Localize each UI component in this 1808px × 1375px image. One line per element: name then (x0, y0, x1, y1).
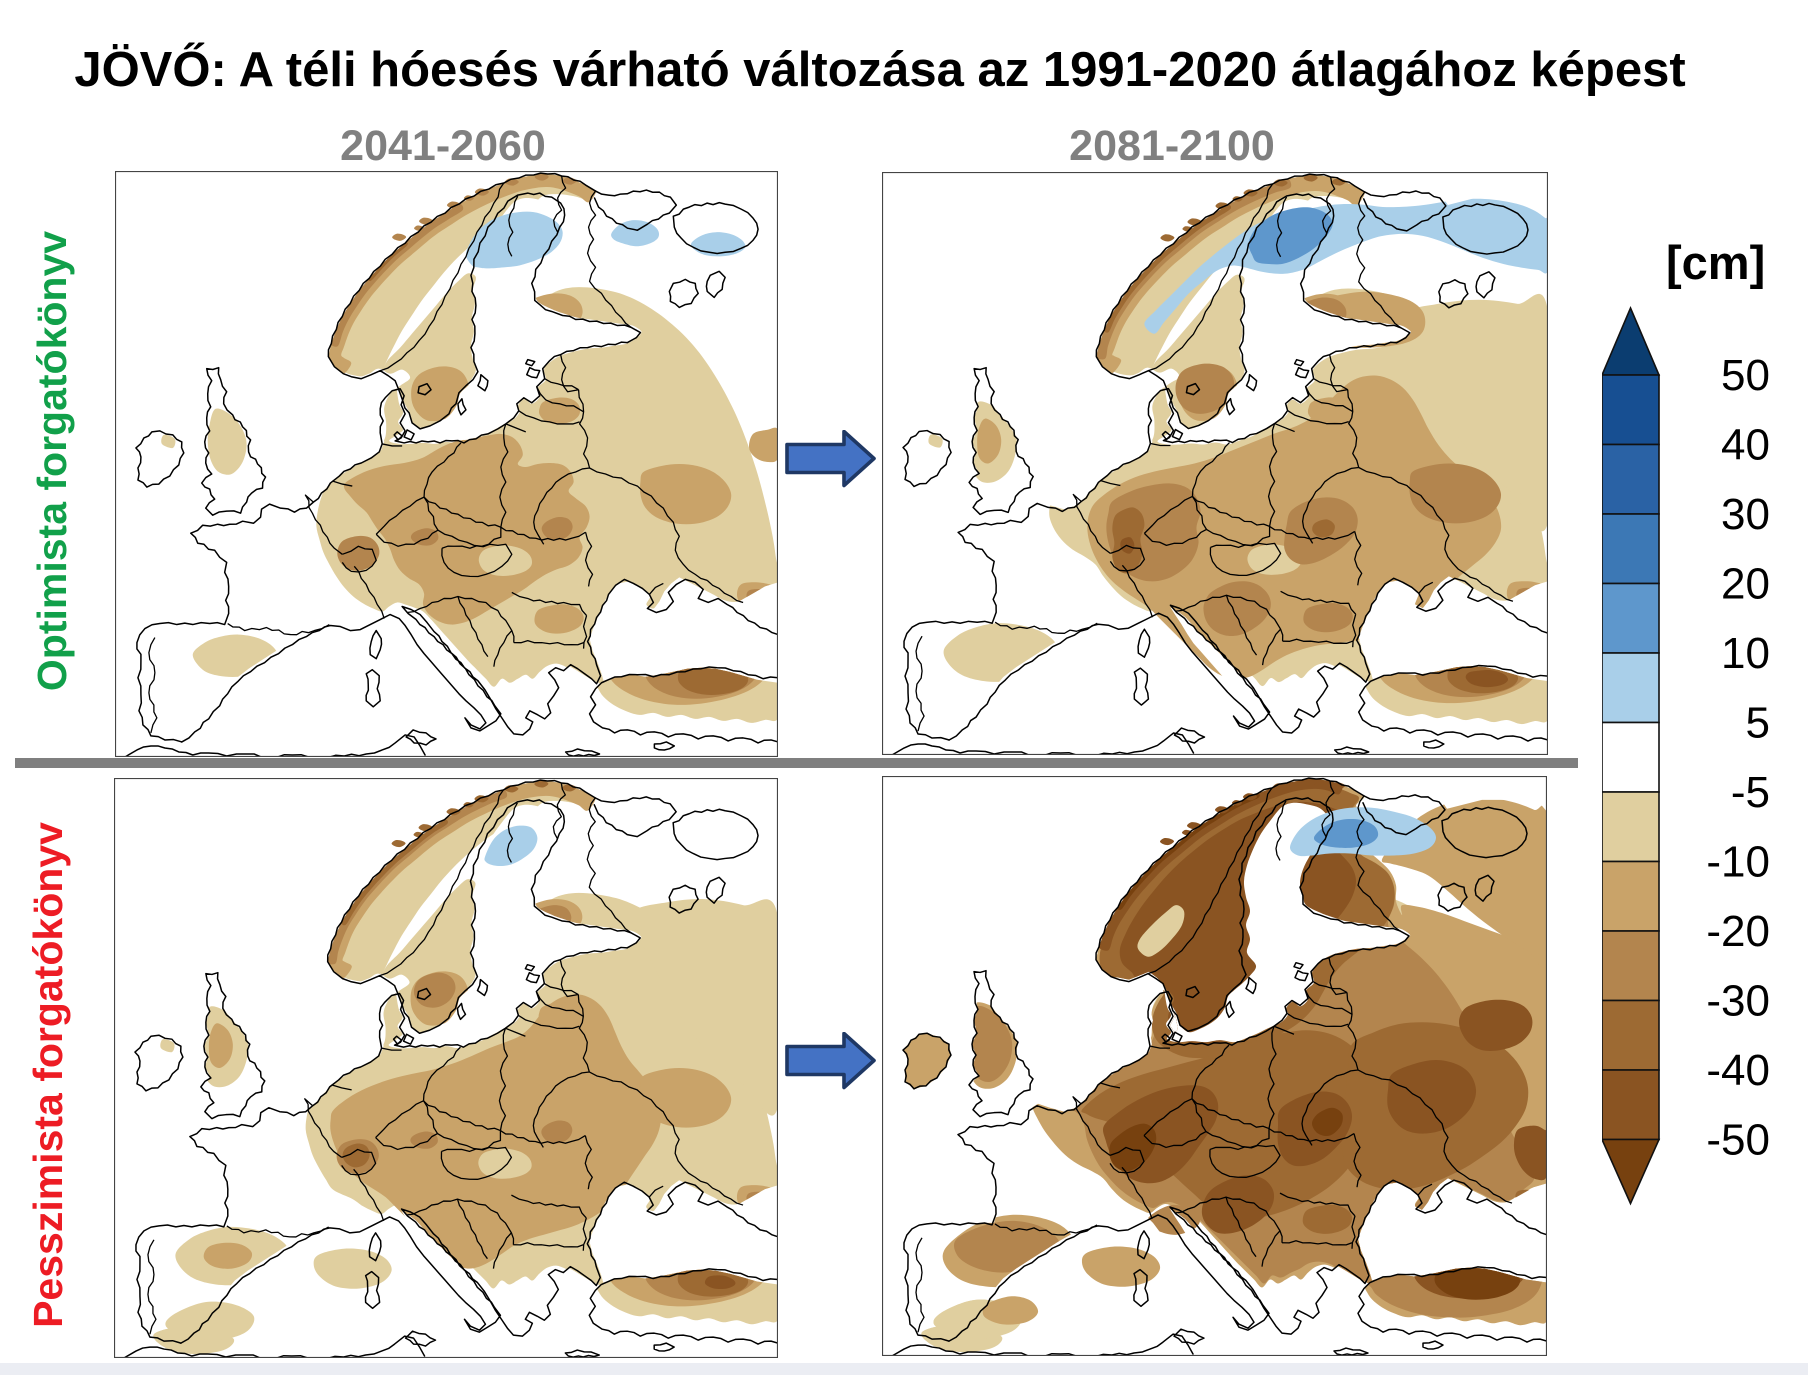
svg-text:10: 10 (1721, 629, 1770, 678)
svg-text:20: 20 (1721, 560, 1770, 609)
svg-text:-30: -30 (1706, 977, 1770, 1026)
svg-text:-50: -50 (1706, 1116, 1770, 1165)
svg-text:-10: -10 (1706, 838, 1770, 887)
svg-text:5: 5 (1746, 699, 1770, 748)
svg-text:30: 30 (1721, 490, 1770, 539)
svg-text:50: 50 (1721, 351, 1770, 400)
svg-text:-40: -40 (1706, 1046, 1770, 1095)
svg-text:-5: -5 (1731, 768, 1770, 817)
svg-text:40: 40 (1721, 421, 1770, 470)
svg-text:-20: -20 (1706, 907, 1770, 956)
